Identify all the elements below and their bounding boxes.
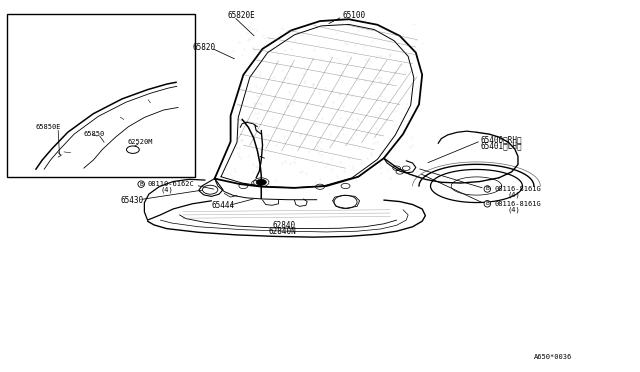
Text: 62840N: 62840N bbox=[269, 227, 297, 236]
Text: B: B bbox=[486, 186, 489, 192]
Text: 62840: 62840 bbox=[272, 221, 295, 230]
Text: 65820: 65820 bbox=[192, 42, 216, 51]
Text: 65401〈LH〉: 65401〈LH〉 bbox=[481, 141, 522, 151]
Text: (4): (4) bbox=[507, 191, 520, 198]
Text: 08116-8161G: 08116-8161G bbox=[494, 201, 541, 207]
Text: (4): (4) bbox=[161, 186, 173, 193]
Text: 08116-8161G: 08116-8161G bbox=[494, 186, 541, 192]
Text: B: B bbox=[486, 201, 489, 206]
Circle shape bbox=[256, 179, 266, 185]
Text: 65850: 65850 bbox=[84, 131, 105, 137]
Text: 65820E: 65820E bbox=[227, 11, 255, 20]
Text: 65100: 65100 bbox=[342, 11, 365, 20]
Text: 08110-6162C: 08110-6162C bbox=[148, 181, 195, 187]
Text: B: B bbox=[140, 182, 143, 187]
Text: 65444: 65444 bbox=[211, 201, 235, 210]
Text: 65430: 65430 bbox=[121, 196, 144, 205]
Text: (4): (4) bbox=[507, 206, 520, 213]
Text: 62520M: 62520M bbox=[127, 138, 152, 145]
Text: 65400〈RH〉: 65400〈RH〉 bbox=[481, 135, 522, 144]
Text: A650*0036: A650*0036 bbox=[534, 354, 572, 360]
Text: 65850E: 65850E bbox=[36, 125, 61, 131]
Bar bbox=[7, 14, 195, 177]
